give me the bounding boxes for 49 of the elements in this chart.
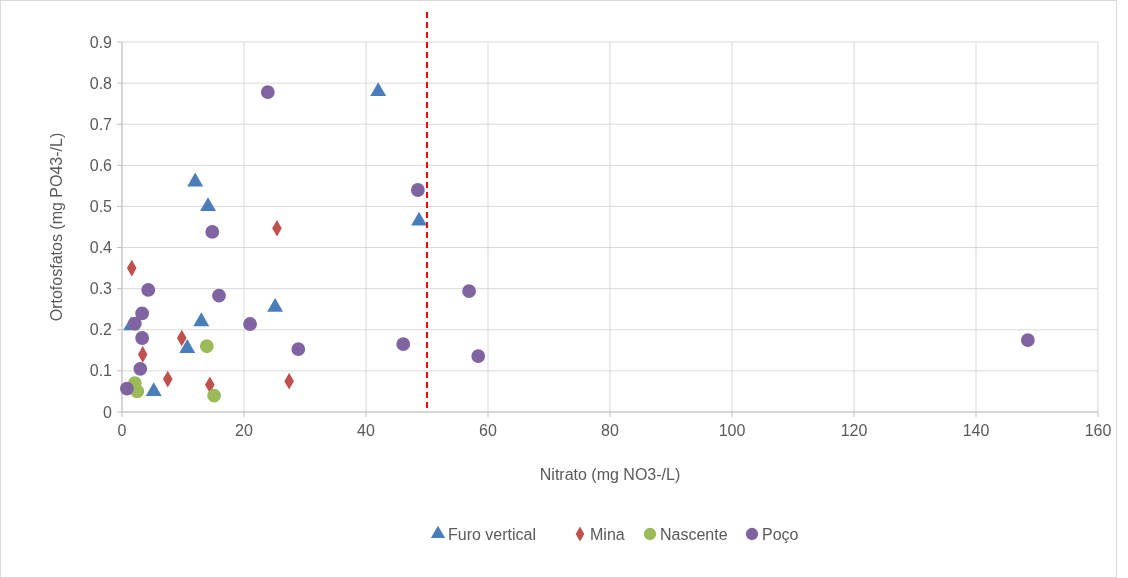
point <box>212 288 226 303</box>
point <box>187 172 204 187</box>
x-tick-label: 100 <box>718 422 746 439</box>
point <box>193 312 210 327</box>
point <box>410 183 425 197</box>
point <box>133 361 148 376</box>
x-tick-label: 60 <box>479 422 497 439</box>
x-tick-label: 0 <box>117 422 127 439</box>
x-tick-label: 160 <box>1084 422 1112 439</box>
point <box>260 85 275 100</box>
point <box>207 388 222 403</box>
legend-label: Mina <box>590 525 625 543</box>
point <box>199 339 214 354</box>
x-tick-label: 80 <box>601 422 619 439</box>
point <box>127 316 142 331</box>
y-axis-title: Ortofosfatos (mg PO43-/L) <box>48 132 65 322</box>
legend-label: Nascente <box>660 525 728 543</box>
x-tick-label: 20 <box>235 422 253 439</box>
point <box>462 284 476 299</box>
y-tick-label: 0.7 <box>89 115 113 133</box>
point <box>200 197 216 212</box>
y-tick-label: 0.5 <box>89 198 113 216</box>
y-tick-label: 0.6 <box>89 156 113 174</box>
legend-label: Poço <box>762 525 799 543</box>
point <box>141 283 156 297</box>
y-tick-label: 0 <box>103 403 113 421</box>
point <box>205 225 220 239</box>
y-tick-label: 0.9 <box>89 33 113 51</box>
y-tick-label: 0.1 <box>89 362 113 380</box>
point <box>119 381 134 396</box>
x-axis-title: Nitrato (mg NO3-/L) <box>539 466 681 483</box>
point <box>411 211 428 226</box>
y-tick-label: 0.2 <box>89 321 113 339</box>
y-tick-label: 0.4 <box>89 239 113 257</box>
point <box>135 331 150 345</box>
x-tick-label: 40 <box>357 422 375 439</box>
point <box>135 306 150 321</box>
point <box>243 317 258 331</box>
x-tick-label: 120 <box>840 422 868 439</box>
point <box>1020 333 1035 347</box>
x-tick-label: 140 <box>962 422 990 439</box>
point <box>471 349 486 363</box>
y-tick-label: 0.8 <box>89 74 113 92</box>
point <box>291 342 306 356</box>
point <box>396 337 411 352</box>
y-tick-label: 0.3 <box>89 280 113 298</box>
point <box>145 382 162 397</box>
legend-label: Furo vertical <box>448 525 537 543</box>
point <box>370 82 387 96</box>
